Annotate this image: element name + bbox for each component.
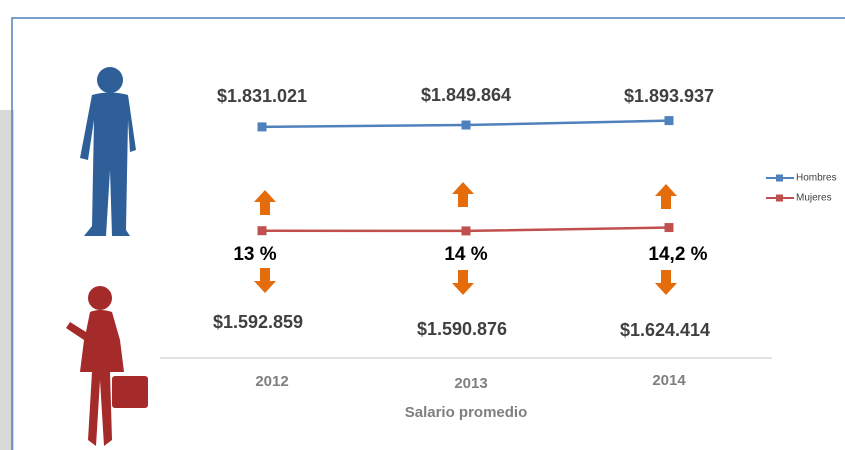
value-label: $1.831.021 <box>217 86 307 106</box>
point-marker <box>257 122 267 132</box>
gap-annotation: 14,2 % <box>648 244 707 265</box>
value-label: $1.849.864 <box>421 85 511 105</box>
woman-silhouette <box>66 286 148 446</box>
frame <box>11 17 845 450</box>
point-marker <box>461 226 471 236</box>
x-axis-title: Salario promedio <box>405 404 528 421</box>
up-arrow <box>655 184 677 209</box>
down-arrow <box>655 270 677 295</box>
down-arrow <box>254 268 276 293</box>
up-arrow <box>254 190 276 215</box>
man-silhouette <box>80 67 136 236</box>
value-label: $1.590.876 <box>417 319 507 339</box>
point-marker <box>664 223 674 233</box>
legend-marker <box>776 194 783 202</box>
x-tick-label: 2013 <box>454 375 487 392</box>
down-arrow <box>452 270 474 295</box>
gap-annotation: 14 % <box>444 244 487 265</box>
point-marker <box>664 116 674 126</box>
up-arrow <box>452 182 474 207</box>
legend-marker <box>776 174 783 182</box>
legend-label: Hombres <box>796 173 837 184</box>
point-marker <box>461 120 471 130</box>
value-label: $1.893.937 <box>624 86 714 106</box>
x-tick-label: 2014 <box>652 372 686 389</box>
x-tick-label: 2012 <box>255 373 288 390</box>
legend-label: Mujeres <box>796 193 832 204</box>
value-label: $1.592.859 <box>213 312 303 332</box>
gap-annotation: 13 % <box>233 244 276 265</box>
point-marker <box>257 226 267 236</box>
value-label: $1.624.414 <box>620 320 710 340</box>
side-shade <box>0 110 14 450</box>
